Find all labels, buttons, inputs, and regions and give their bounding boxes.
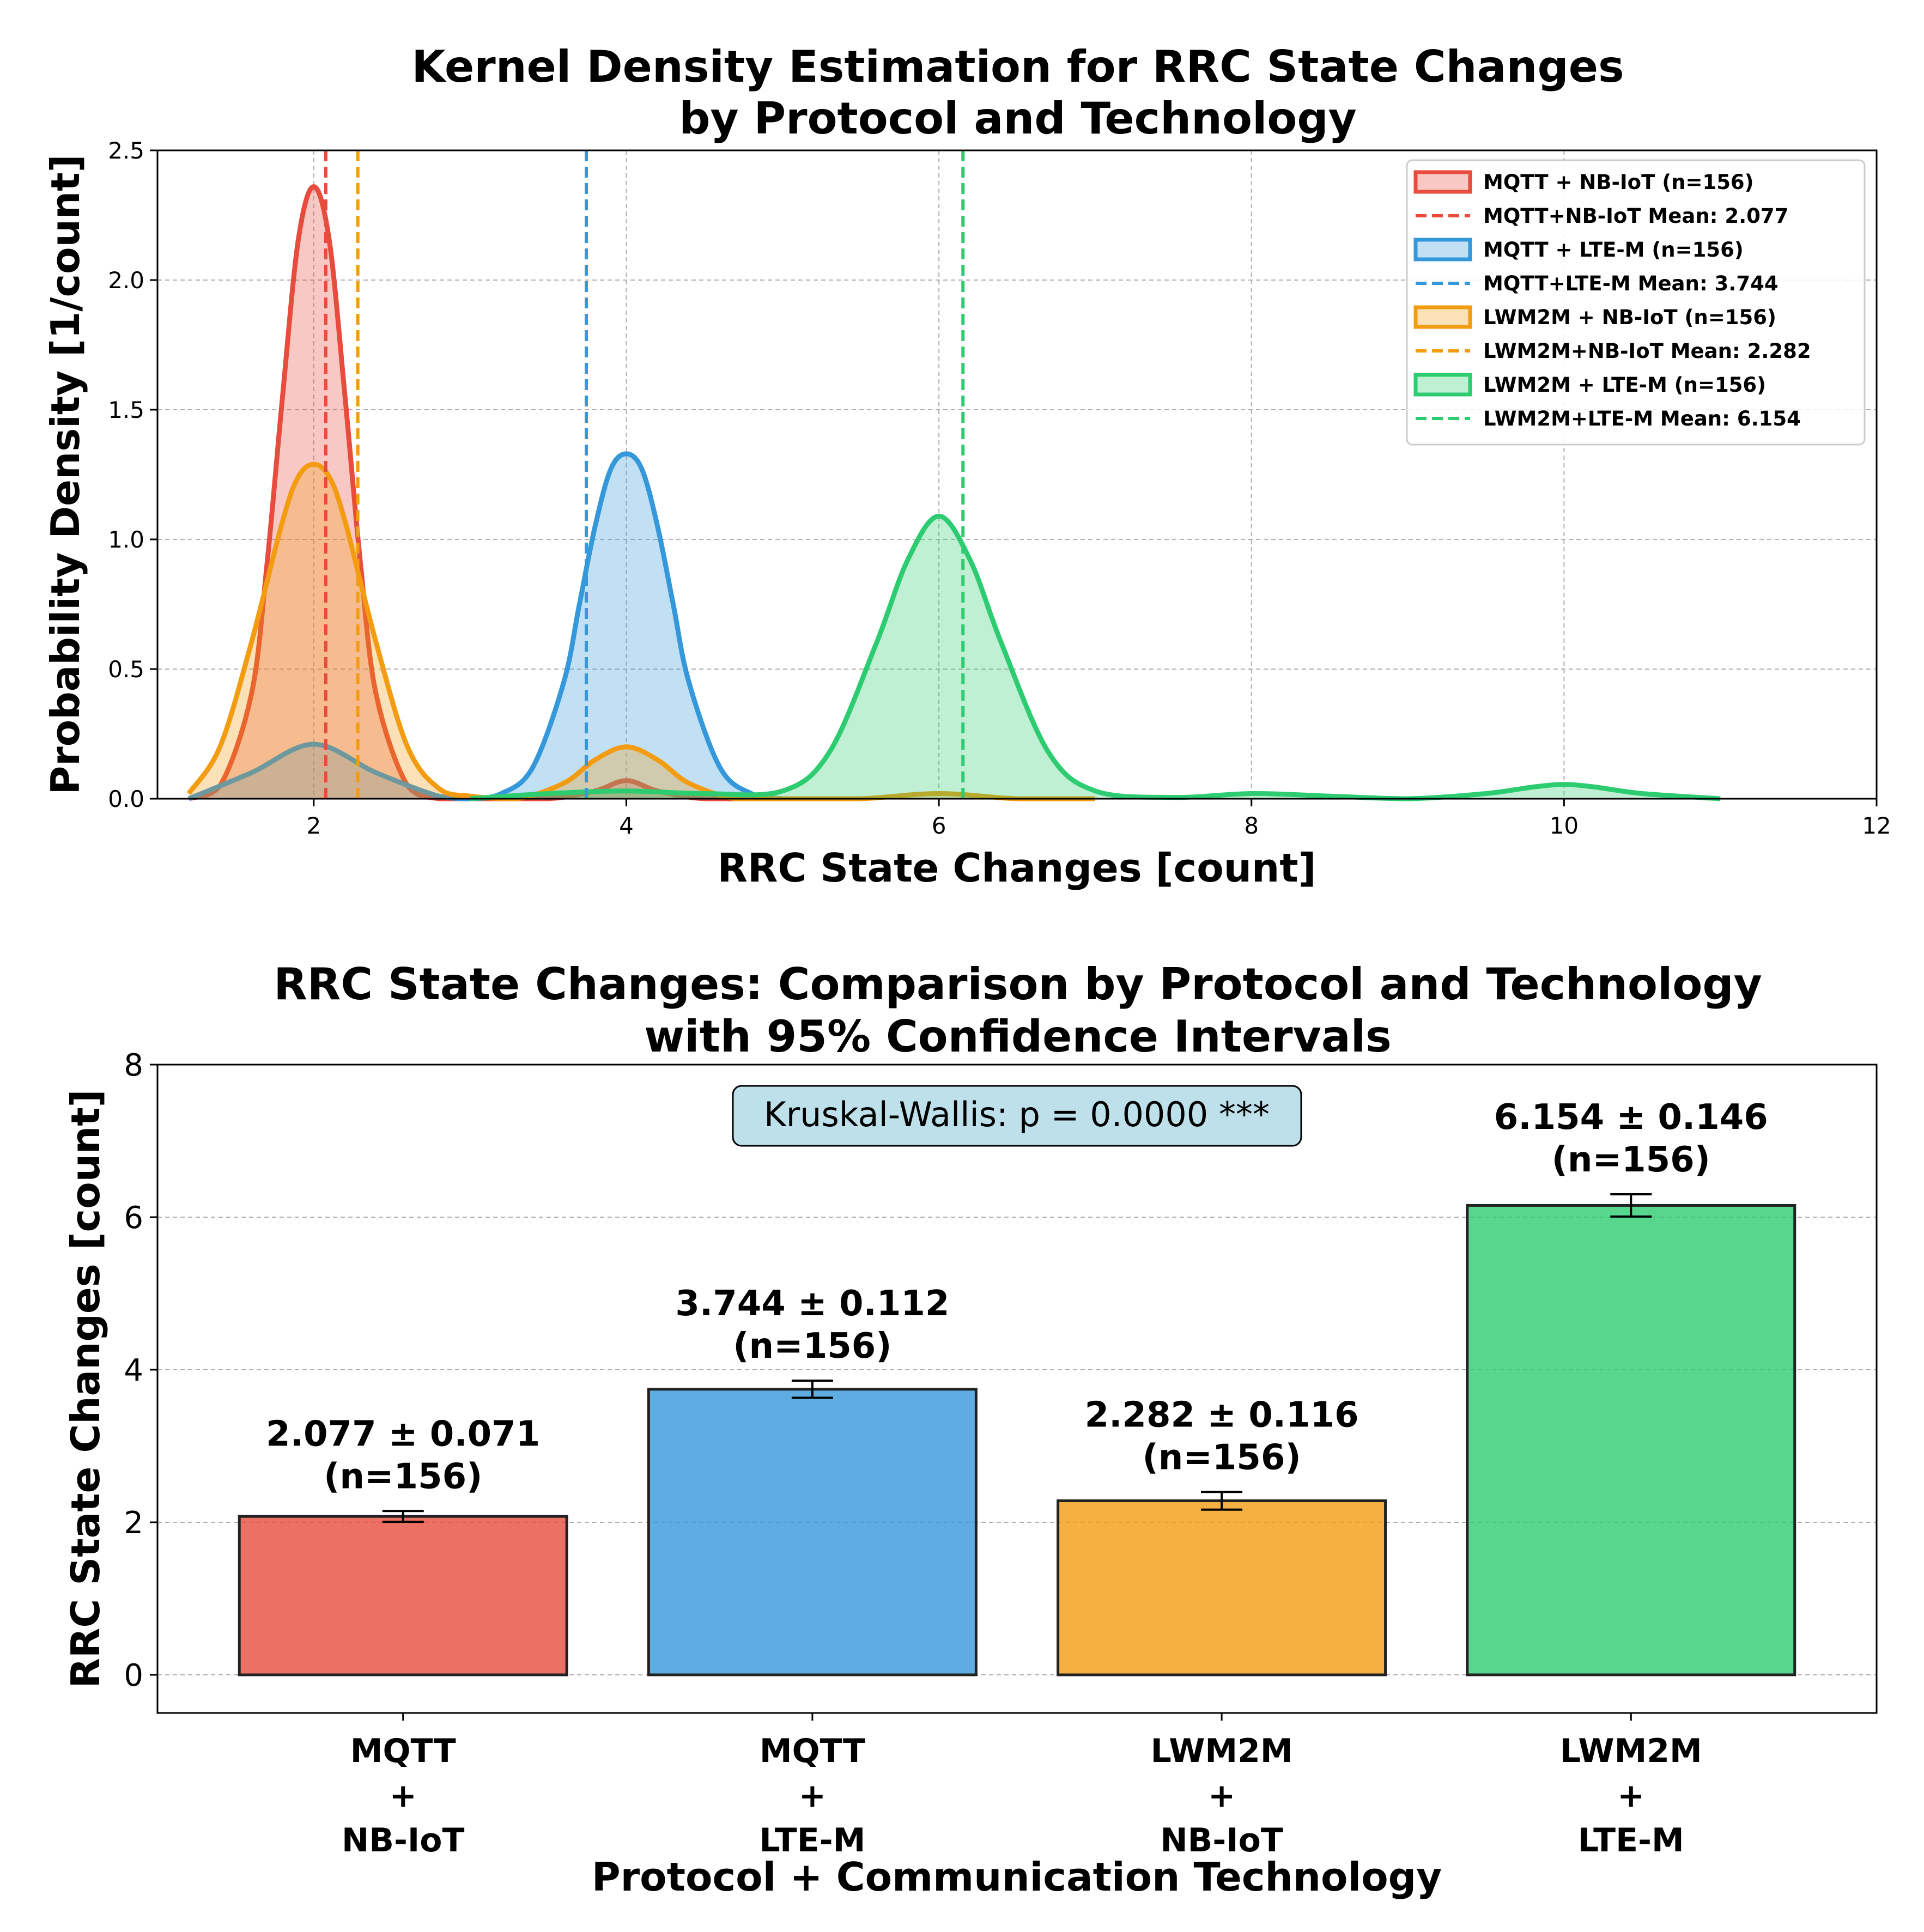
kde-y-tick-label: 2.5: [108, 137, 144, 164]
kde-plot-frame: [156, 149, 1878, 800]
bar-n-label: (n=156): [733, 1326, 891, 1366]
kde-x-tick-label: 10: [1550, 812, 1579, 839]
bar-category-label: MQTT: [350, 1732, 456, 1770]
mqtt-lte-m-density-area: [189, 453, 783, 799]
bar-n-label: (n=156): [1142, 1437, 1301, 1478]
lwm2m-nb-iot-density-area: [189, 464, 1095, 799]
mqtt-lte-m-legend-swatch: [1413, 238, 1472, 262]
kde-x-tick-label: 8: [1244, 812, 1259, 839]
kde-x-tick-label: 2: [306, 812, 321, 839]
bar-y-axis-label: RRC State Changes [count]: [63, 1089, 108, 1688]
lwm2m-lte-m-legend-label: LWM2M + LTE-M (n=156): [1483, 373, 1766, 397]
kde-legend: MQTT + NB-IoT (n=156) MQTT+NB-IoT Mean: 2…: [1406, 159, 1866, 446]
lwm2m-lte-m-legend-mean-label: LWM2M+LTE-M Mean: 6.154: [1483, 407, 1801, 430]
kde-x-ticks: 2 4 6 8 10 12: [306, 799, 1891, 839]
kde-x-tick-label: 4: [619, 812, 634, 839]
kruskal-wallis-annotation: Kruskal-Wallis: p = 0.0000 ***: [732, 1085, 1302, 1147]
bar-value-label: 2.077 ± 0.071: [266, 1414, 540, 1454]
bar-title-line1: RRC State Changes: Comparison by Protoco…: [274, 959, 1762, 1010]
bar-y-tick-label: 0: [124, 1658, 143, 1693]
bar-category-label: LWM2M: [1560, 1732, 1702, 1770]
kde-y-axis-label: Probability Density [1/count]: [43, 155, 88, 795]
bar-value-label: 3.744 ± 0.112: [675, 1284, 949, 1324]
bar-category-label: NB-IoT: [342, 1821, 464, 1860]
kde-y-ticks: 0.0 0.5 1.0 1.5 2.0 2.5: [108, 137, 157, 812]
bar-category-label: +: [799, 1777, 826, 1815]
bar-4: [1466, 1204, 1796, 1676]
bar-y-ticks: 0 2 4 6 8: [124, 1048, 157, 1693]
bar-x-ticks: MQTT + NB-IoT MQTT + LTE-M LWM2M + NB-IoT LWM2M + L…: [342, 1713, 1702, 1860]
bar-category-label: +: [1617, 1777, 1644, 1815]
bar-value-label: 6.154 ± 0.146: [1494, 1097, 1768, 1138]
kde-y-tick-label: 0.0: [108, 786, 144, 812]
mqtt-nb-iot-legend-swatch: [1413, 170, 1472, 194]
kde-x-tick-label: 12: [1862, 812, 1891, 839]
bar-category-label: +: [1208, 1777, 1235, 1815]
kde-x-tick-label: 6: [932, 812, 946, 839]
bar-2: [647, 1388, 978, 1676]
lwm2m-nb-iot-legend-swatch: [1413, 305, 1472, 329]
bar-category-label: NB-IoT: [1160, 1821, 1283, 1860]
bar-y-tick-label: 2: [124, 1505, 143, 1541]
kde-y-tick-label: 1.0: [108, 526, 144, 553]
bar-title-line2: with 95% Confidence Intervals: [644, 1011, 1391, 1062]
bar-error-bars: [382, 1193, 1652, 1523]
legend-items: MQTT + NB-IoT (n=156) MQTT+NB-IoT Mean: 2…: [1413, 170, 1811, 430]
kde-y-tick-label: 0.5: [108, 656, 144, 683]
bar-chart: RRC State Changes: Comparison by Protoco…: [63, 959, 1878, 1900]
bar-value-labels: 2.077 ± 0.071(n=156)3.744 ± 0.112(n=156)…: [266, 1097, 1768, 1497]
bar-1: [238, 1515, 568, 1676]
lwm2m-lte-m-density-line: [470, 513, 1721, 801]
bar-category-label: LTE-M: [759, 1821, 865, 1860]
lwm2m-lte-m-legend-swatch: [1413, 373, 1472, 397]
mqtt-lte-m-density-line: [187, 451, 784, 801]
bar-x-axis-label: Protocol + Communication Technology: [592, 1854, 1442, 1900]
kde-title-line1: Kernel Density Estimation for RRC State …: [411, 41, 1624, 92]
mqtt-lte-m-legend-mean-label: MQTT+LTE-M Mean: 3.744: [1483, 272, 1779, 295]
annotation-box: [732, 1085, 1302, 1147]
bar-bars: [238, 1204, 1796, 1676]
mqtt-nb-iot-density-area: [189, 186, 783, 799]
bar-plot-frame: [156, 1064, 1878, 1714]
legend-box: [1406, 159, 1866, 446]
kde-x-axis-label: RRC State Changes [count]: [717, 845, 1316, 891]
lwm2m-nb-iot-legend-label: LWM2M + NB-IoT (n=156): [1483, 306, 1776, 329]
kde-title-line2: by Protocol and Technology: [679, 93, 1357, 144]
mqtt-nb-iot-legend-label: MQTT + NB-IoT (n=156): [1483, 171, 1754, 194]
bar-category-label: MQTT: [760, 1732, 865, 1770]
lwm2m-nb-iot-legend-mean-label: LWM2M+NB-IoT Mean: 2.282: [1483, 339, 1811, 363]
bar-n-label: (n=156): [1552, 1140, 1710, 1180]
kde-mean-lines: [324, 150, 965, 799]
bar-3: [1057, 1499, 1387, 1676]
bar-category-label: +: [390, 1777, 417, 1815]
kde-density-areas: [186, 184, 1721, 801]
kde-y-tick-label: 1.5: [108, 397, 144, 423]
kde-chart: Kernel Density Estimation for RRC State …: [43, 41, 1891, 891]
bar-y-tick-label: 8: [124, 1048, 143, 1083]
kde-y-tick-label: 2.0: [108, 267, 144, 294]
bar-category-label: LTE-M: [1578, 1821, 1684, 1860]
annotation-text: Kruskal-Wallis: p = 0.0000 ***: [764, 1095, 1270, 1134]
bar-value-label: 2.282 ± 0.116: [1085, 1395, 1359, 1435]
bar-category-label: LWM2M: [1151, 1732, 1293, 1770]
mqtt-lte-m-legend-label: MQTT + LTE-M (n=156): [1483, 238, 1744, 262]
bar-y-tick-label: 4: [124, 1353, 143, 1388]
mqtt-nb-iot-legend-mean-label: MQTT+NB-IoT Mean: 2.077: [1483, 204, 1788, 228]
bar-y-tick-label: 6: [124, 1200, 143, 1236]
bar-n-label: (n=156): [324, 1456, 482, 1497]
